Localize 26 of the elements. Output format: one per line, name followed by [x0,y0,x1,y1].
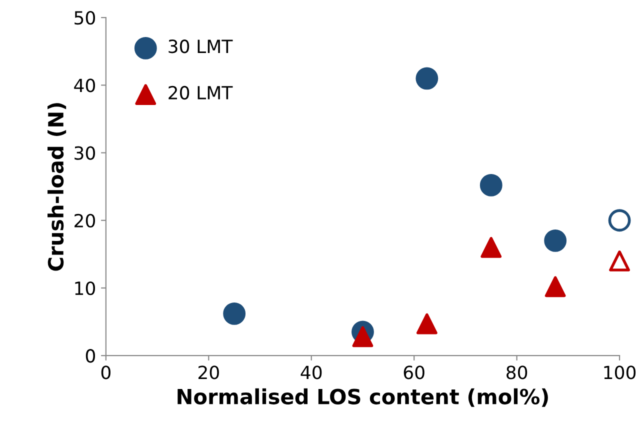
x-tick-label: 0 [101,366,110,380]
y-tick-label: 10 [75,281,96,296]
y-axis-title: Crush-load (N) [48,103,66,271]
x-axis-title: Normalised LOS content (mol%) [178,388,548,407]
point [544,229,567,252]
point [544,276,566,298]
y-tick-label: 20 [74,214,96,228]
y-tick-label: 30 [74,146,96,160]
point [416,67,438,90]
y-tick-label: 40 [74,78,96,92]
point [352,326,374,348]
point [480,236,502,258]
point [223,302,246,325]
point [480,174,502,196]
y-tick-label: 50 [74,11,96,25]
y-tick-label: 0 [86,349,96,363]
point [416,313,438,334]
x-tick-label: 60 [404,366,424,380]
point [608,209,631,232]
legend-label: 20 LMT [168,86,233,100]
point [609,250,630,272]
x-tick-label: 20 [198,366,219,380]
x-tick-label: 40 [300,366,322,380]
x-tick-label: 80 [506,366,528,380]
x-tick-label: 100 [604,366,636,380]
legend-label: 30 LMT [168,40,233,54]
